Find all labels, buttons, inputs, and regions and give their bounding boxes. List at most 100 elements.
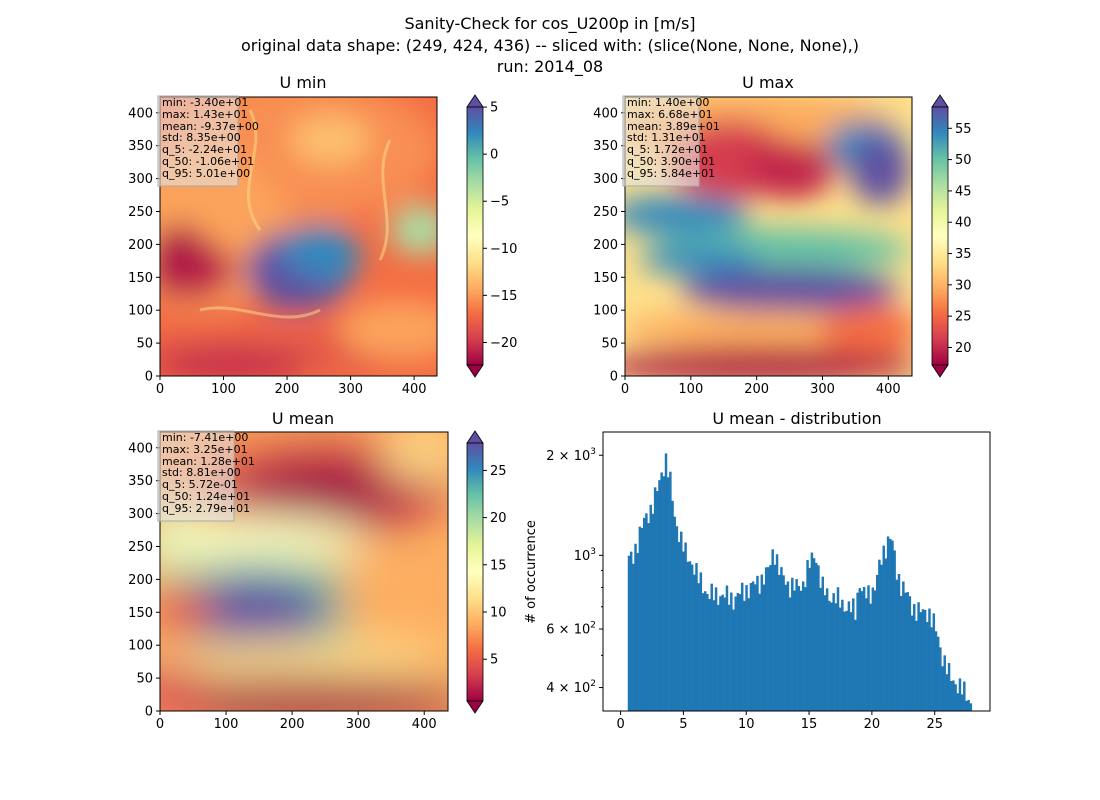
panel-title-u-mean: U mean: [272, 409, 334, 428]
histogram-bar: [923, 609, 927, 711]
histogram-bar: [680, 531, 683, 711]
histogram-bar: [832, 593, 835, 711]
x-tick-label: 0: [156, 717, 164, 732]
histogram-bar: [945, 674, 949, 711]
histogram-bar: [893, 550, 896, 711]
histogram-bar: [727, 604, 731, 711]
histogram-bar: [771, 549, 774, 711]
x-tick-label: 0: [616, 717, 624, 732]
colorbar-tick-label: 30: [955, 278, 972, 293]
suptitle-line-1: Sanity-Check for cos_U200p in [m/s]: [404, 14, 695, 34]
histogram-bar: [664, 453, 668, 711]
stat-line: max: 1.43e+01: [162, 108, 248, 121]
histogram-bar: [666, 477, 670, 711]
histogram-bar: [919, 612, 923, 711]
stat-line: mean: 1.28e+01: [162, 455, 255, 468]
histogram-bar: [801, 581, 805, 711]
colorbar-ticks-u-min: −20 −15 −10 −5 0 5: [483, 101, 517, 351]
stats-box-u-min: min: -3.40e+01 max: 1.43e+01 mean: -9.37…: [157, 95, 259, 187]
y-tick-label: 2 × 103: [546, 447, 596, 464]
histogram-bar: [669, 471, 672, 711]
y-tick-label: 100: [128, 304, 153, 319]
x-tick-label: 100: [214, 717, 239, 732]
x-tick-label: 15: [801, 717, 818, 732]
histogram-bar: [799, 590, 803, 711]
histogram-bar: [730, 592, 733, 711]
histogram-bar: [656, 491, 659, 711]
y-tick-label: 4 × 102: [546, 679, 596, 696]
panel-u-mean: U mean 0 100 200 300 400 0 50 100 150 200 250 300 35…: [128, 409, 506, 732]
histogram-bar: [758, 593, 761, 711]
y-tick-label: 300: [128, 172, 153, 187]
histogram-bar: [854, 619, 857, 711]
x-tick-label: 10: [738, 717, 755, 732]
histogram-bar: [836, 587, 840, 711]
x-tick-label: 300: [346, 717, 371, 732]
histogram-bar: [969, 703, 973, 711]
histogram-bar: [928, 608, 931, 711]
histogram-bar: [956, 693, 960, 711]
histogram-bar: [717, 604, 720, 711]
panel-title-u-mean-distribution: U mean - distribution: [712, 409, 881, 428]
axis-ticks-u-min: 0 100 200 300 400 0 50 100 150 200 250 300 350 400: [128, 106, 426, 397]
histogram-bar: [754, 584, 757, 711]
histogram-bars: [627, 453, 973, 711]
histogram-bar: [788, 597, 792, 711]
colorbar-u-min: −20 −15 −10 −5 0 5: [466, 94, 517, 378]
histogram-bar: [714, 587, 718, 711]
colorbar-tick-label: −20: [490, 336, 517, 351]
histogram-bar: [899, 596, 903, 711]
histogram-bar: [673, 516, 676, 711]
suptitle-line-2: original data shape: (249, 424, 436) -- …: [241, 36, 859, 55]
histogram-bar: [954, 684, 957, 711]
histogram-bar: [960, 694, 964, 711]
histogram-bar: [780, 567, 783, 711]
histogram-bar: [760, 574, 764, 711]
panel-u-max: U max 0 100 200 300 400050100150200250300350…: [593, 73, 971, 397]
histogram-bar: [880, 564, 883, 711]
histogram-bar: [734, 596, 737, 711]
histogram-y-axis-label: # of occurrence: [524, 520, 539, 624]
histogram-bar: [869, 603, 872, 711]
histogram-bar: [642, 517, 646, 711]
y-tick-label: 400: [128, 106, 153, 121]
stat-line: q_50: -1.06e+01: [162, 155, 254, 168]
histogram-bar: [819, 587, 822, 711]
histogram-bar: [749, 583, 753, 711]
y-tick-label: 0: [610, 370, 618, 385]
colorbar-tick-label: 5: [490, 101, 498, 116]
suptitle-line-3: run: 2014_08: [497, 57, 603, 77]
panel-title-u-min: U min: [280, 73, 327, 92]
histogram-bar: [875, 574, 879, 711]
colorbar-tick-label: 55: [955, 122, 972, 137]
y-tick-label: 250: [593, 205, 618, 220]
histogram-bar: [684, 542, 687, 711]
histogram-bar: [627, 555, 631, 711]
histogram-bar: [719, 596, 722, 711]
y-tick-label: 350: [128, 474, 153, 489]
colorbar-tick-label: 5: [490, 653, 498, 668]
x-tick-label: 200: [280, 717, 305, 732]
histogram-bar: [882, 545, 885, 711]
histogram-bar: [838, 607, 842, 711]
colorbar-tick-label: 40: [955, 216, 972, 231]
histogram-bar: [878, 559, 881, 711]
y-tick-label: 400: [593, 106, 618, 121]
histogram-bar: [834, 603, 838, 711]
stats-box-u-mean: min: -7.41e+00 max: 3.25e+01 mean: 1.28e…: [157, 430, 255, 522]
histogram-bar: [871, 587, 875, 711]
histogram-bar: [895, 579, 899, 711]
histogram-bar: [658, 480, 661, 711]
histogram-bar: [751, 581, 755, 711]
y-tick-label: 400: [128, 441, 153, 456]
stat-line: max: 3.25e+01: [162, 443, 248, 456]
histogram-bar: [921, 609, 925, 711]
y-tick-label: 200: [128, 238, 153, 253]
panel-u-min: U min 0 100 2: [128, 73, 517, 397]
histogram-bar: [858, 588, 862, 711]
histogram-bar: [764, 567, 768, 711]
histogram-bar: [762, 584, 766, 711]
panel-u-mean-distribution: U mean - distribution 0 5 10 15 20 25 4 × 102 6…: [524, 409, 991, 732]
histogram-bar: [786, 581, 790, 711]
histogram-bar: [647, 523, 650, 711]
